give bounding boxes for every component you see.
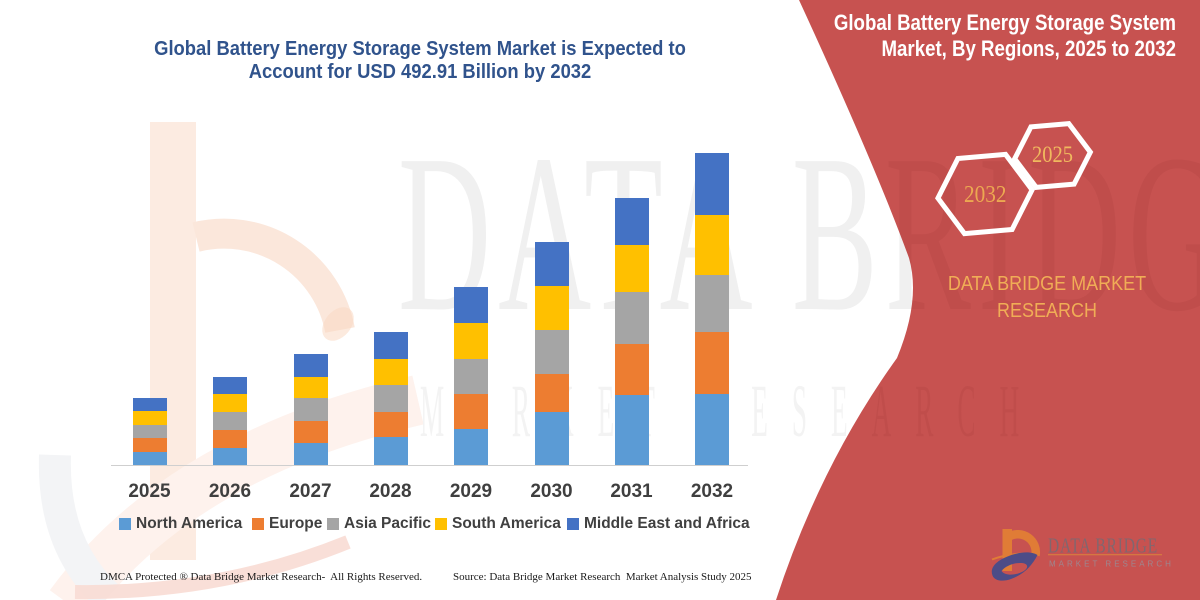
svg-text:2025: 2025 bbox=[1032, 142, 1073, 167]
svg-text:MARKET RESEARCH: MARKET RESEARCH bbox=[1049, 560, 1174, 569]
svg-text:2032: 2032 bbox=[964, 181, 1007, 208]
